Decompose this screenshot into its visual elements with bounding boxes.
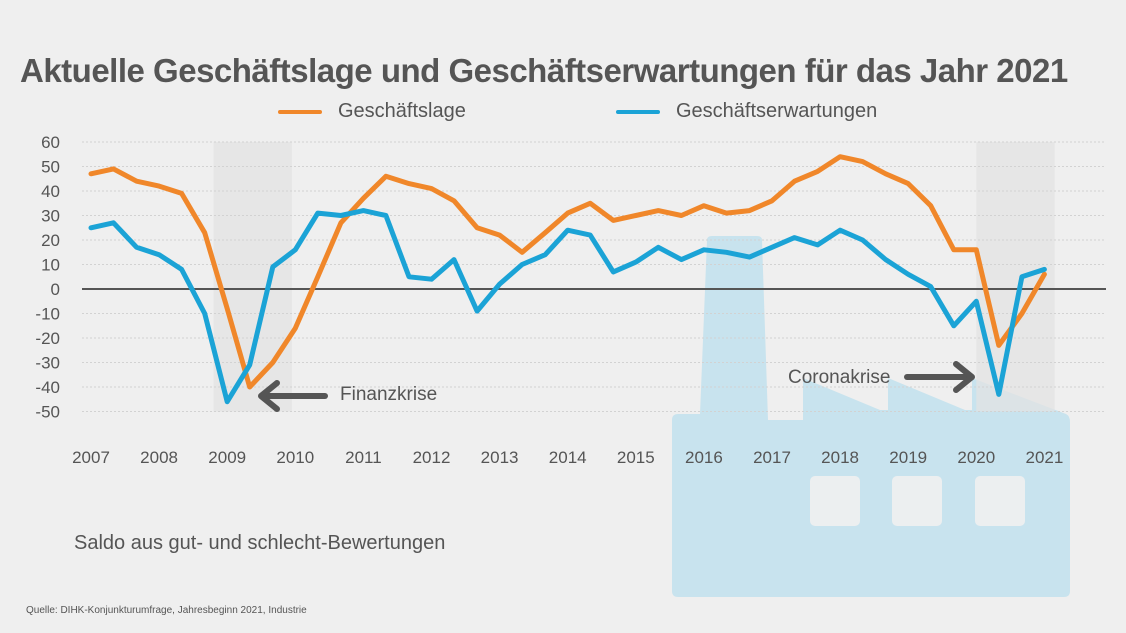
gridlines [82, 141, 1106, 412]
y-tick-label: 20 [41, 231, 60, 250]
x-tick-label: 2014 [549, 448, 587, 467]
series-line-geschaeftslage [88, 154, 1047, 390]
source-note: Quelle: DIHK-Konjunkturumfrage, Jahresbe… [26, 605, 307, 616]
y-tick-label: 0 [51, 280, 60, 299]
factory-window-icon [975, 476, 1025, 526]
x-tick-label: 2017 [753, 448, 791, 467]
y-axis-ticks: 60 50 40 30 20 10 0 -10 -20 -30 -40 -50 [35, 133, 60, 422]
crisis-band [213, 142, 292, 412]
y-tick-label: -30 [35, 354, 60, 373]
factory-building-icon [672, 236, 1070, 597]
y-axis-note: Saldo aus gut- und schlecht-Bewertungen [74, 532, 446, 554]
x-tick-label: 2021 [1025, 448, 1063, 467]
legend-item-geschaeftslage: Geschäftslage [278, 100, 466, 123]
x-tick-label: 2009 [208, 448, 246, 467]
x-axis-ticks: 2007 2008 2009 2010 2011 2012 2013 2014 2015 2016… [72, 448, 1063, 467]
y-tick-label: -10 [35, 305, 60, 324]
x-tick-label: 2013 [481, 448, 519, 467]
x-tick-label: 2012 [413, 448, 451, 467]
factory-window-icon [892, 476, 942, 526]
y-tick-label: -40 [35, 378, 60, 397]
y-tick-label: -50 [35, 403, 60, 422]
x-tick-label: 2015 [617, 448, 655, 467]
x-tick-label: 2007 [72, 448, 110, 467]
legend-label: Geschäftserwartungen [676, 100, 878, 122]
x-tick-label: 2011 [345, 448, 382, 467]
y-tick-label: 30 [41, 207, 60, 226]
chart-title: Aktuelle Geschäftslage und Geschäftserwa… [20, 52, 1068, 89]
annotation-finanzkrise: Finanzkrise [340, 384, 437, 405]
factory-illustration [672, 236, 1070, 597]
legend-swatch-blue [616, 109, 660, 114]
y-tick-label: 40 [41, 182, 60, 201]
x-tick-label: 2008 [140, 448, 178, 467]
x-tick-label: 2010 [276, 448, 314, 467]
x-tick-label: 2020 [957, 448, 995, 467]
y-tick-label: 50 [41, 158, 60, 177]
legend-item-geschaeftserwartungen: Geschäftserwartungen [616, 100, 877, 123]
factory-window-icon [810, 476, 860, 526]
series-lines [88, 154, 1047, 405]
annotations: Finanzkrise Coronakrise [258, 361, 975, 412]
x-tick-label: 2019 [889, 448, 927, 467]
legend-label: Geschäftslage [338, 100, 466, 122]
annotation-coronakrise: Coronakrise [788, 367, 890, 388]
x-tick-label: 2016 [685, 448, 723, 467]
x-tick-label: 2018 [821, 448, 859, 467]
y-tick-label: 10 [41, 256, 60, 275]
y-tick-label: -20 [35, 329, 60, 348]
legend-swatch-orange [278, 109, 322, 114]
arrow-left-head-icon [258, 380, 280, 412]
series-line-geschaeftserwartungen [88, 208, 1047, 405]
arrow-right-head-icon [953, 361, 975, 393]
crisis-bands [213, 142, 1055, 412]
y-tick-label: 60 [41, 133, 60, 152]
